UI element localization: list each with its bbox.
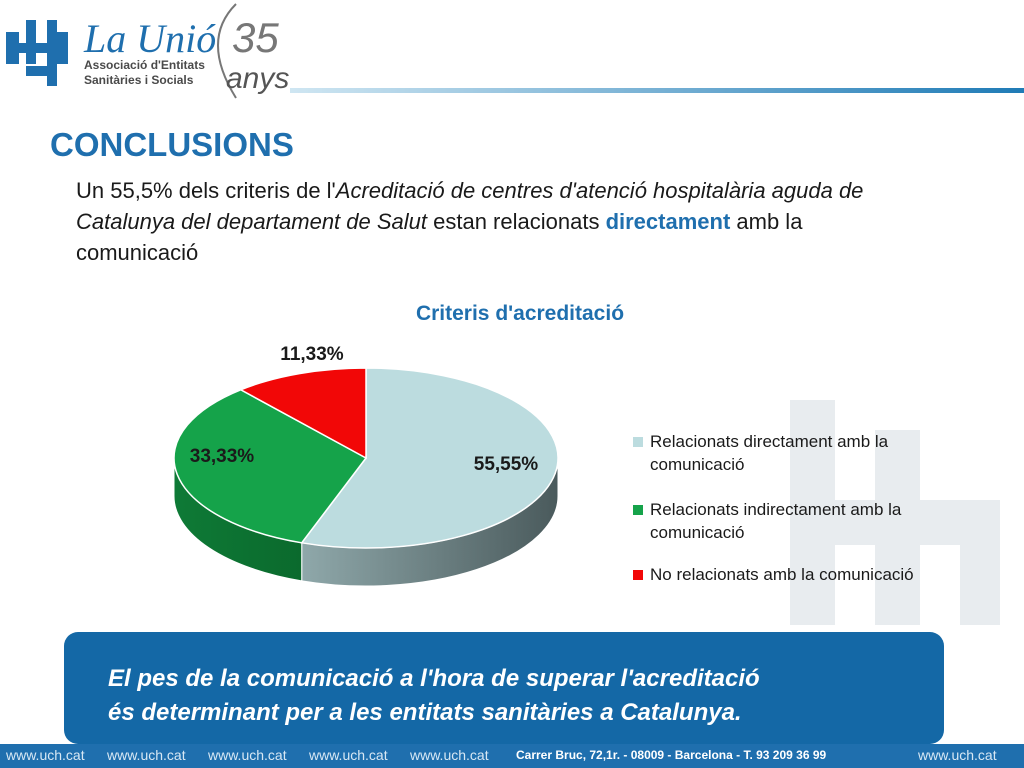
pie-chart: Criteris d'acreditació 55,55% 33,33% 11,33… bbox=[173, 302, 914, 587]
intro-text-2: estan relacionats bbox=[427, 209, 606, 234]
legend-label-continued: comunicació bbox=[650, 523, 745, 542]
footer-bar: www.uch.cat www.uch.cat www.uch.cat www.… bbox=[0, 744, 1024, 768]
la-unio-logo: La Unió Associació d'Entitats Sanitàries… bbox=[6, 3, 289, 99]
footer-url[interactable]: www.uch.cat bbox=[107, 747, 186, 763]
callout-text: El pes de la comunicació a l'hora de sup… bbox=[108, 662, 760, 730]
footer-url[interactable]: www.uch.cat bbox=[410, 747, 489, 763]
footer-url[interactable]: www.uch.cat bbox=[918, 747, 997, 763]
brand-subtitle-line1: Associació d'Entitats bbox=[84, 58, 205, 72]
footer-url[interactable]: www.uch.cat bbox=[309, 747, 388, 763]
data-label: 11,33% bbox=[280, 344, 343, 365]
slice-indirect bbox=[173, 388, 368, 544]
anniversary-number: 35 bbox=[232, 14, 279, 61]
header-rule bbox=[290, 88, 1024, 93]
legend-swatch bbox=[633, 570, 643, 580]
legend-label: No relacionats amb la comunicació bbox=[650, 565, 914, 584]
legend-label: Relacionats directament amb la bbox=[650, 432, 889, 451]
footer-url[interactable]: www.uch.cat bbox=[208, 747, 287, 763]
conclusion-callout: El pes de la comunicació a l'hora de sup… bbox=[64, 632, 944, 744]
intro-paragraph: Un 55,5% dels criteris de l'Acreditació … bbox=[76, 175, 916, 268]
footer-url[interactable]: www.uch.cat bbox=[6, 747, 85, 763]
anniversary-arc-icon bbox=[217, 3, 237, 99]
slice-unrelated bbox=[239, 367, 367, 460]
slice-direct bbox=[300, 367, 559, 549]
intro-bold-text: directament bbox=[605, 209, 731, 234]
page-title: CONCLUSIONS bbox=[50, 126, 294, 163]
intro-text-1: Un 55,5% dels criteris de l' bbox=[76, 178, 336, 203]
legend-label: Relacionats indirectament amb la bbox=[650, 500, 902, 519]
data-label: 55,55% bbox=[474, 454, 539, 475]
uch-logo-mark-icon bbox=[6, 20, 68, 86]
brand-name: La Unió bbox=[83, 16, 216, 61]
legend-swatch bbox=[633, 437, 643, 447]
brand-subtitle-line2: Sanitàries i Socials bbox=[84, 73, 194, 87]
chart-title: Criteris d'acreditació bbox=[416, 302, 624, 325]
callout-line2: és determinant per a les entitats sanità… bbox=[108, 699, 742, 726]
callout-line1: El pes de la comunicació a l'hora de sup… bbox=[108, 665, 760, 692]
anniversary-word: anys bbox=[226, 62, 289, 95]
footer-address: Carrer Bruc, 72,1r. - 08009 - Barcelona … bbox=[516, 748, 827, 762]
data-label: 33,33% bbox=[190, 446, 255, 467]
legend-swatch bbox=[633, 505, 643, 515]
legend-label-continued: comunicació bbox=[650, 455, 745, 474]
intro-text-3: amb la comunicació bbox=[76, 209, 803, 265]
uch-watermark-icon bbox=[790, 400, 1000, 625]
intro-italic-text: Acreditació de centres d'atenció hospita… bbox=[76, 178, 864, 234]
